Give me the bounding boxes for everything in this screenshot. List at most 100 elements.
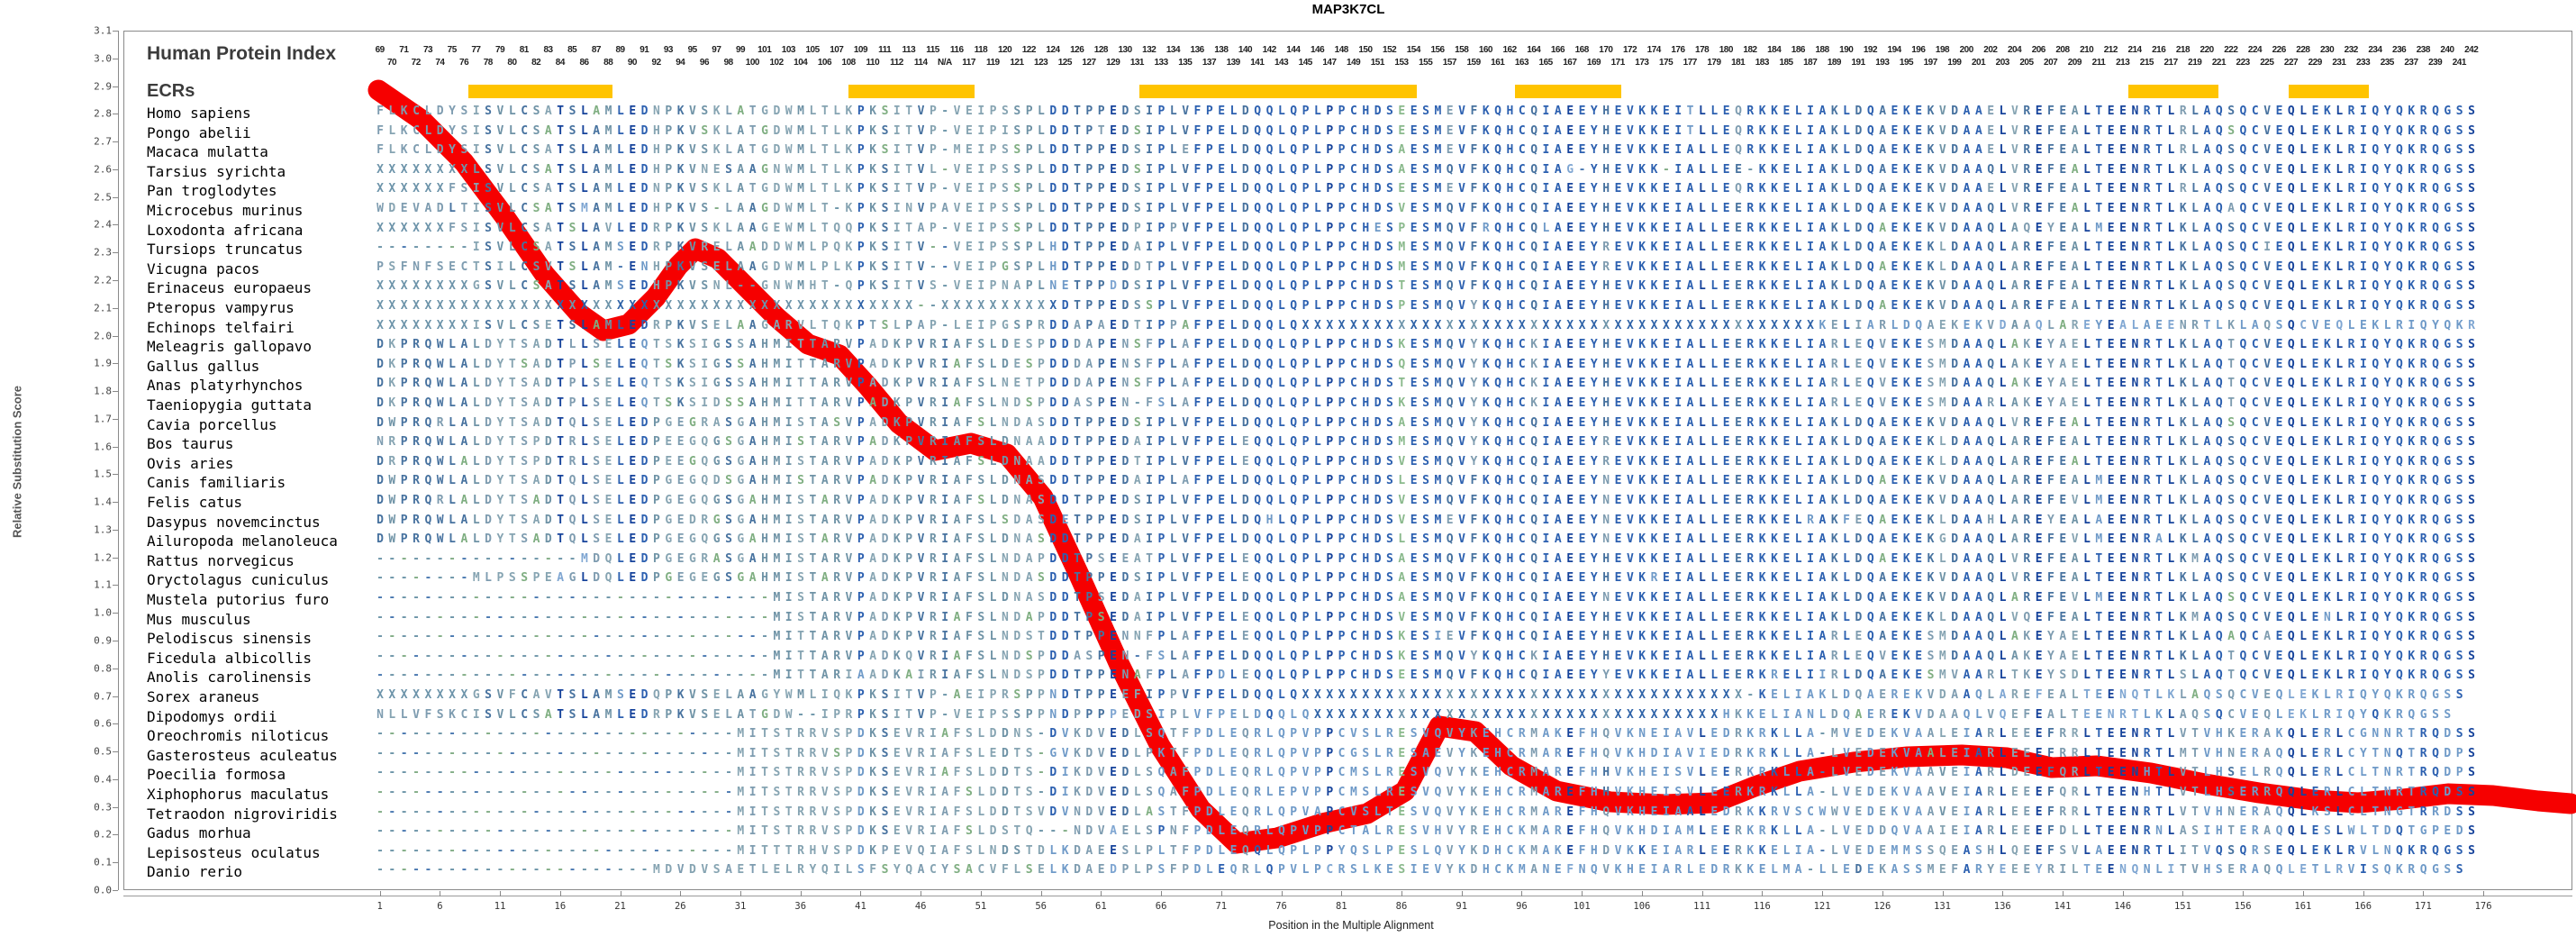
protein-index-number: 109 (853, 45, 868, 55)
x-tick-label: 1 (376, 901, 383, 912)
protein-index-number: 184 (1767, 45, 1782, 55)
y-tick-mark (113, 252, 118, 254)
protein-index-number: 165 (1538, 58, 1554, 68)
protein-index-number: 138 (1214, 45, 1229, 55)
species-name: Lepisosteus oculatus (147, 843, 321, 861)
x-tick-mark (2182, 891, 2184, 896)
protein-index-number: 141 (1250, 58, 1265, 68)
y-tick-mark (113, 307, 118, 309)
protein-index-number: 216 (2152, 45, 2166, 55)
y-tick-label: 2.4 (94, 218, 112, 231)
x-tick-label: 31 (734, 901, 747, 912)
protein-index-number: 95 (687, 45, 698, 55)
x-tick-label: 171 (2414, 901, 2432, 912)
protein-index-number: 103 (781, 45, 796, 55)
protein-index-number: 123 (1034, 58, 1048, 68)
x-tick-label: 11 (494, 901, 506, 912)
protein-index-number: 214 (2127, 45, 2142, 55)
protein-index-number: 213 (2116, 58, 2130, 68)
x-tick-label: 86 (1395, 901, 1408, 912)
species-name: Mustela putorius furo (147, 591, 330, 608)
species-name: Ficedula albicollis (147, 649, 313, 667)
x-tick-label: 61 (1095, 901, 1107, 912)
x-tick-mark (740, 891, 742, 896)
y-tick-mark (113, 363, 118, 365)
protein-index-number: 194 (1887, 45, 1902, 55)
protein-index-number: 98 (723, 58, 734, 68)
protein-index-number: 182 (1743, 45, 1757, 55)
species-name: Danio rerio (147, 863, 242, 881)
protein-index-number: 97 (712, 45, 721, 55)
protein-index-number: 169 (1586, 58, 1601, 68)
protein-index-number: 155 (1419, 58, 1433, 68)
species-name: Xiphophorus maculatus (147, 786, 330, 803)
x-tick-mark (2002, 891, 2004, 896)
x-tick-label: 126 (1873, 901, 1891, 912)
x-tick-label: 91 (1456, 901, 1468, 912)
protein-index-number: 208 (2055, 45, 2070, 55)
protein-index-number: 101 (757, 45, 772, 55)
protein-index-number: 157 (1442, 58, 1457, 68)
y-tick-label: 0.9 (94, 634, 112, 647)
protein-index-number: 180 (1719, 45, 1734, 55)
protein-index-number: 198 (1935, 45, 1950, 55)
protein-index-number: 211 (2091, 58, 2106, 68)
protein-index-number: 222 (2224, 45, 2238, 55)
x-tick-mark (1040, 891, 1042, 896)
species-name: Taeniopygia guttata (147, 396, 313, 414)
protein-index-number: 128 (1093, 45, 1109, 55)
protein-index-number: 130 (1118, 45, 1132, 55)
y-tick-label: 1.9 (94, 357, 112, 369)
protein-index-number: 196 (1911, 45, 1926, 55)
protein-index-number: 91 (639, 45, 649, 55)
x-tick-mark (1461, 891, 1463, 896)
protein-index-number: 121 (1010, 58, 1024, 68)
protein-index-number: 232 (2344, 45, 2359, 55)
x-tick-mark (800, 891, 802, 896)
protein-index-number: 153 (1394, 58, 1409, 68)
x-tick-label: 176 (2474, 901, 2492, 912)
protein-index-number: 209 (2067, 58, 2082, 68)
x-tick-mark (1401, 891, 1402, 896)
x-tick-label: 21 (614, 901, 626, 912)
y-tick-label: 3.0 (94, 52, 112, 65)
protein-index-number: 237 (2404, 58, 2418, 68)
protein-index-number: 116 (949, 45, 964, 55)
y-tick-mark (113, 585, 118, 587)
protein-index-number: 200 (1959, 45, 1974, 55)
y-tick-label: 0.3 (94, 801, 112, 814)
y-tick-label: 1.4 (94, 496, 112, 508)
x-tick-label: 161 (2294, 901, 2312, 912)
protein-index-number: 139 (1226, 58, 1241, 68)
x-tick-label: 96 (1516, 901, 1528, 912)
protein-index-number: 80 (507, 58, 517, 68)
protein-index-number: 185 (1779, 58, 1793, 68)
x-tick-label: 26 (674, 901, 686, 912)
x-tick-mark (2062, 891, 2064, 896)
protein-index-number: 174 (1646, 45, 1662, 55)
protein-index-number: 231 (2332, 58, 2346, 68)
y-tick-mark (113, 613, 118, 614)
x-tick-label: 56 (1035, 901, 1047, 912)
protein-index-number: 119 (985, 58, 1000, 68)
y-tick-label: 1.1 (94, 578, 112, 591)
protein-index-number: 79 (495, 45, 505, 55)
protein-index-number: 163 (1514, 58, 1529, 68)
protein-index-number: 233 (2356, 58, 2371, 68)
protein-index-number: 124 (1046, 45, 1060, 55)
protein-index-number: 125 (1057, 58, 1073, 68)
protein-index-number: 225 (2260, 58, 2274, 68)
protein-index-number: 115 (926, 45, 939, 55)
protein-index-number: 89 (615, 45, 626, 55)
protein-index-number: 177 (1683, 58, 1698, 68)
protein-index-number: 190 (1839, 45, 1854, 55)
protein-index-number: 110 (866, 58, 880, 68)
protein-index-number: 132 (1142, 45, 1156, 55)
protein-index-number: 140 (1238, 45, 1253, 55)
x-tick-label: 81 (1335, 901, 1347, 912)
y-tick-label: 2.3 (94, 246, 112, 259)
species-name: Bos taurus (147, 435, 234, 453)
y-tick-mark (113, 141, 118, 143)
protein-index-number: 131 (1129, 58, 1145, 68)
protein-index-number: 78 (483, 58, 494, 68)
